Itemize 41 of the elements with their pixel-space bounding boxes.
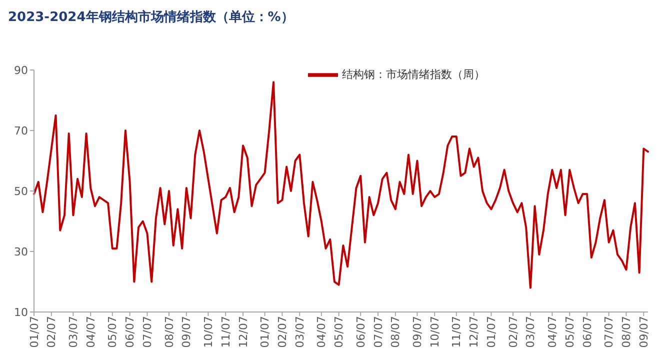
x-tick-label: 08/07 [620,316,634,348]
x-tick-label: 12/07 [468,316,481,348]
legend-label: 结构钢：市场情绪指数（周） [342,68,485,82]
x-tick-label: 05/07 [563,316,576,348]
x-tick-label: 07/07 [141,316,154,348]
x-tick-label: 01/07 [485,316,498,348]
y-tick-label: 10 [14,306,28,319]
x-tick-label: 09/07 [180,316,194,348]
y-tick-label: 30 [14,245,28,258]
x-tick-label: 04/07 [546,316,560,348]
x-tick-label: 05/07 [106,316,120,348]
x-tick-label: 01/07 [28,316,41,348]
x-tick-label: 02/07 [506,316,520,348]
chart-title: 2023-2024年钢结构市场情绪指数（单位：%） [8,8,294,26]
x-tick-label: 03/07 [67,316,80,348]
x-tick-label: 03/07 [524,316,538,348]
y-tick-label: 50 [14,184,28,198]
x-tick-label: 08/07 [389,316,402,348]
x-tick-label: 07/07 [602,316,616,348]
x-tick-label: 02/07 [276,316,290,348]
x-tick-label: 10/07 [428,316,442,348]
x-tick-label: 09/07 [637,316,650,348]
x-tick-label: 02/07 [45,316,58,348]
x-tick-label: 06/07 [580,316,594,348]
y-tick-label: 70 [14,124,28,138]
x-tick-label: 11/07 [219,316,232,348]
x-tick-label: 04/07 [84,316,98,348]
x-tick-label: 09/07 [411,316,424,348]
y-tick-label: 90 [14,64,28,77]
x-tick-label: 11/07 [450,316,464,348]
x-tick-label: 08/07 [162,316,176,348]
x-tick-label: 06/07 [124,316,137,348]
x-tick-label: 03/07 [293,316,306,348]
x-tick-label: 12/07 [236,316,250,348]
x-tick-label: 04/07 [315,316,328,348]
x-tick-label: 07/07 [372,316,385,348]
x-tick-label: 01/07 [258,316,272,348]
x-tick-label: 06/07 [354,316,368,348]
x-tick-label: 10/07 [202,316,215,348]
line-series [33,81,649,289]
x-tick-label: 05/07 [332,316,346,348]
